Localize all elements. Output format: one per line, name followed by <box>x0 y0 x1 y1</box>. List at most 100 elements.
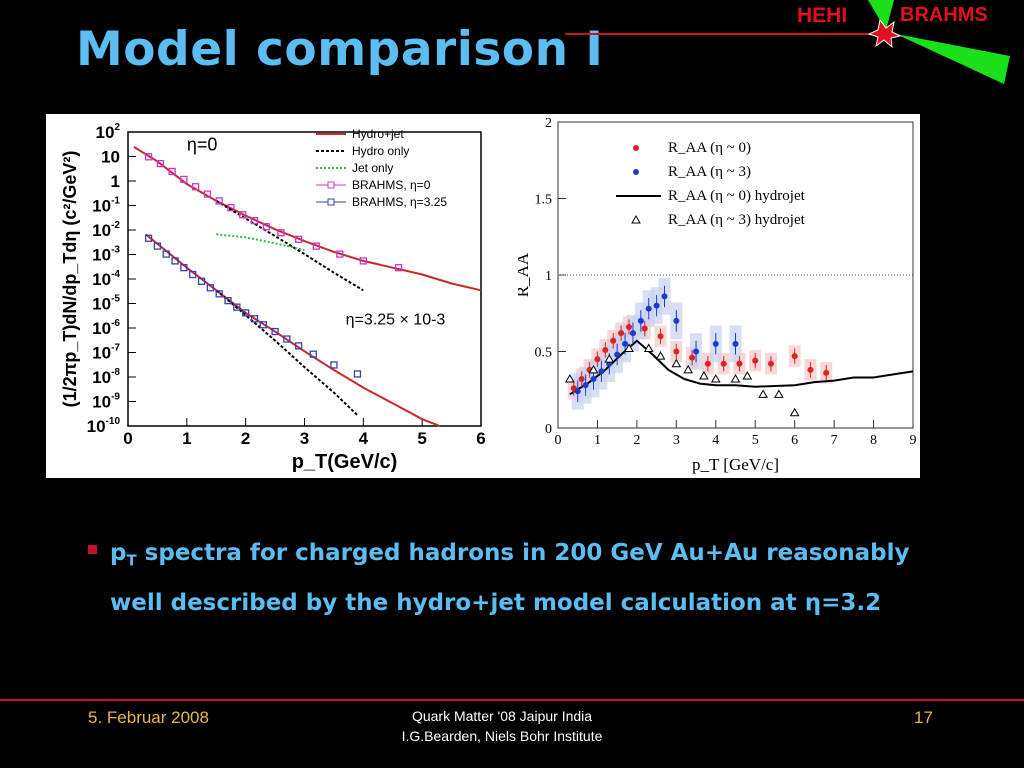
x-tick-label: 3 <box>300 429 309 448</box>
y-tick-label: 10-6 <box>92 318 120 338</box>
raa-eta0-point <box>689 354 696 361</box>
brahms-eta0-point <box>180 175 188 184</box>
legend-marker <box>631 214 641 224</box>
brahms-eta3-point <box>309 350 317 358</box>
raa-eta3-hydrojet-point <box>774 389 784 398</box>
brahms-eta0-point <box>277 229 285 237</box>
raa-eta3-hydrojet-point <box>655 351 666 360</box>
legend-marker <box>633 145 639 151</box>
x-tick-label: 1 <box>594 433 601 448</box>
x-tick-label: 8 <box>870 433 877 448</box>
raa-eta0-point <box>720 360 727 367</box>
raa-eta0-point <box>641 325 648 332</box>
y-tick-label: 10-3 <box>92 245 120 265</box>
y-axis-label: R_AA <box>518 252 532 297</box>
x-tick-label: 0 <box>123 429 132 448</box>
hydro-only-curve-eta0 <box>215 200 364 292</box>
brahms-eta0-point <box>156 159 165 168</box>
raa-eta0-point <box>807 366 814 373</box>
brahms-eta0-point <box>227 204 235 212</box>
slide-title: Model comparison I <box>76 22 604 77</box>
y-tick-label: 10-10 <box>87 416 121 436</box>
raa-eta0-point <box>657 333 664 340</box>
raa-eta3-point <box>629 330 636 337</box>
brahms-eta0-point <box>359 257 367 265</box>
raa-eta0-point <box>673 348 680 355</box>
raa-eta0-point <box>602 346 609 353</box>
bullet-pt: p <box>110 540 127 566</box>
raa-eta3-point <box>637 317 644 324</box>
raa-eta0-point <box>768 360 774 367</box>
legend-entry: R_AA (η ~ 3) <box>668 164 751 180</box>
annotation-eta0: η=0 <box>187 135 218 155</box>
brahms-eta3-point <box>250 315 259 323</box>
hydro-jet-curve-eta0 <box>133 146 482 292</box>
raa-eta3-point <box>712 340 719 347</box>
brahms-eta3-point <box>294 342 303 350</box>
footer-conference: Quark Matter '08 Jaipur India <box>411 708 593 724</box>
raa-eta3-hydrojet-point <box>683 364 694 374</box>
raa-eta3-hydrojet-point <box>564 374 575 383</box>
raa-eta3-point <box>582 382 589 389</box>
footer-rule <box>0 699 1024 701</box>
x-tick-label: 3 <box>673 433 680 448</box>
bullet-text: pT spectra for charged hadrons in 200 Ge… <box>110 532 990 624</box>
raa-eta3-point <box>645 305 652 312</box>
brahms-eta3-point <box>215 290 223 298</box>
x-tick-label: 6 <box>476 429 485 448</box>
raa-eta3-point <box>693 348 700 355</box>
y-tick-label: 10-7 <box>92 343 120 363</box>
raa-eta3-hydrojet-point <box>588 364 599 374</box>
brahms-eta3-point <box>197 277 206 285</box>
hydro-only-curve-eta3 <box>215 289 359 416</box>
raa-chart: 0 1 2 3 4 5 6 7 8 9 0 0.5 1 1.5 2 p_T [GeV/c] R_AA R_AA (… <box>518 116 917 474</box>
raa-eta3-hydrojet-point <box>742 370 753 380</box>
footer-author: I.G.Bearden, Niels Bohr Institute <box>401 728 603 744</box>
y-tick-label: 10-1 <box>92 196 120 216</box>
x-axis-label: p_T(GeV/c) <box>292 451 398 473</box>
y-tick-label: 10-4 <box>92 269 120 289</box>
brahms-eta3-point <box>171 257 179 265</box>
x-tick-label: 6 <box>791 433 798 448</box>
raa-eta3-hydrojet-point <box>643 343 654 352</box>
brahms-eta0-point <box>144 153 153 161</box>
y-tick-label: 1.5 <box>535 193 553 208</box>
raa-eta3-hydrojet-point <box>699 370 709 380</box>
brahms-eta3-point <box>144 234 153 242</box>
x-tick-label: 0 <box>555 433 562 448</box>
y-tick-label: 10-5 <box>92 294 120 314</box>
x-tick-label: 4 <box>359 429 369 448</box>
legend-entry: BRAHMS, η=0 <box>352 178 431 192</box>
raa-eta3-point <box>653 302 660 309</box>
brahms-eta0-point <box>250 217 259 225</box>
bullet-pt-sub: T <box>126 551 137 570</box>
raa-eta3-point <box>590 376 597 383</box>
y-axis-label: (1/2πp_T)dN/dp_Tdη (c²/GeV²) <box>60 151 80 408</box>
x-tick-label: 1 <box>182 429 191 448</box>
legend-marker <box>327 198 335 206</box>
brahms-emblem-icon <box>867 0 1010 84</box>
legend-entry: BRAHMS, η=3.25 <box>352 195 447 209</box>
y-tick-label: 10 <box>101 148 120 167</box>
y-tick-label: 10-8 <box>92 367 120 387</box>
x-tick-label: 9 <box>910 433 917 448</box>
jet-only-curve-eta0 <box>216 233 305 252</box>
raa-eta0-point <box>736 360 743 367</box>
brahms-eta3-point <box>283 335 291 343</box>
legend-entry: R_AA (η ~ 0) hydrojet <box>668 188 806 204</box>
footer-page-number: 17 <box>914 708 933 727</box>
x-tick-label: 5 <box>752 433 759 448</box>
plot-panel: 0 1 2 3 4 5 6 102 10 1 10-1 10-2 10-3 10-4 10-5 10-6 10-… <box>46 114 920 478</box>
x-tick-label: 4 <box>712 433 719 448</box>
hehi-logo: HEHI <box>797 4 848 27</box>
y-tick-label: 0 <box>545 422 552 437</box>
legend-entry: Jet only <box>352 161 393 175</box>
raa-eta3-point <box>661 293 668 300</box>
brahms-eta3-point <box>242 309 250 317</box>
raa-eta3-hydrojet-point <box>789 407 800 417</box>
brahms-eta3-point <box>206 284 215 292</box>
legend-marker <box>633 169 639 175</box>
raa-eta3-point <box>614 351 621 358</box>
brahms-logo: BRAHMS <box>900 4 988 26</box>
brahms-eta3-point <box>162 250 170 258</box>
